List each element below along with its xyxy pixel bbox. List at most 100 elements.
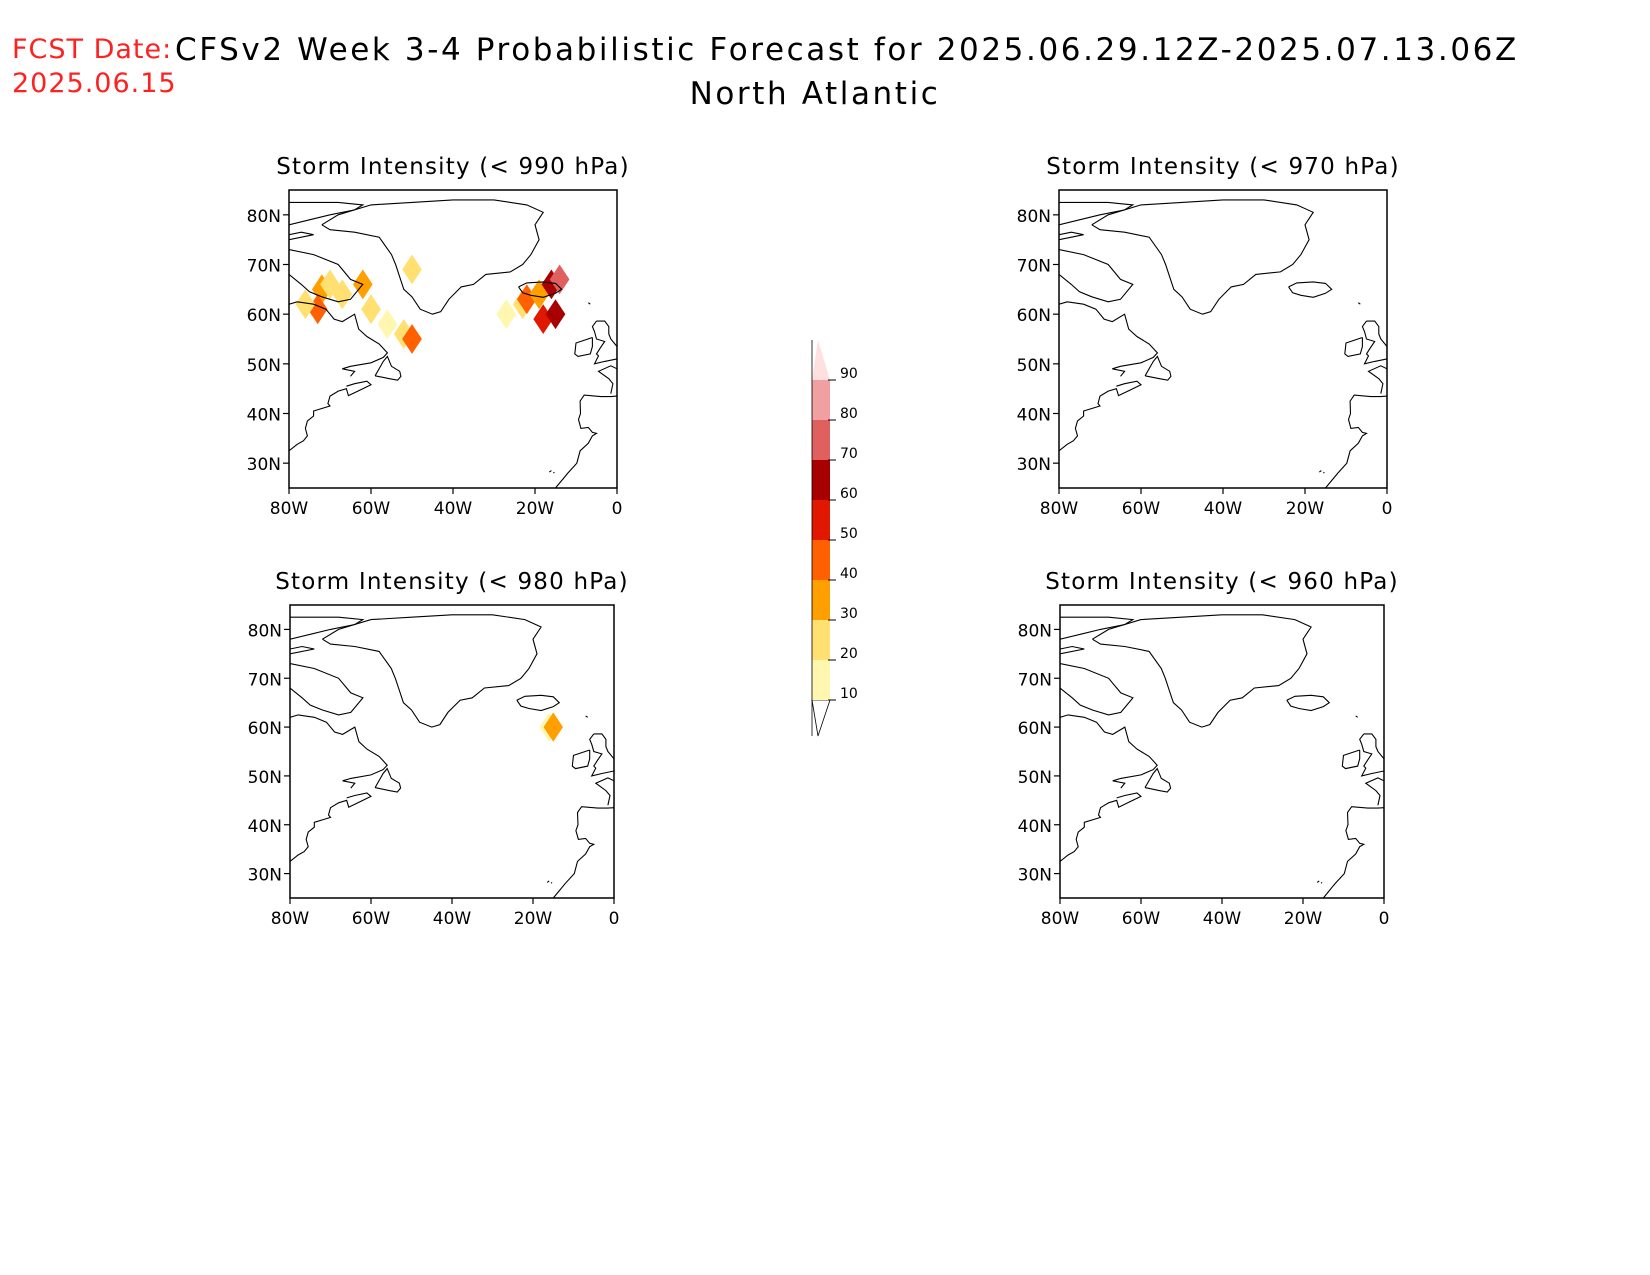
coastline	[290, 792, 373, 862]
coastline	[290, 616, 365, 640]
lon-tick-label: 80W	[270, 499, 309, 519]
coastline	[1059, 249, 1134, 303]
map-area	[290, 614, 614, 898]
coastline	[374, 355, 402, 381]
coastline	[546, 880, 550, 883]
coastline	[289, 380, 372, 452]
probability-cell	[543, 712, 563, 742]
page-title: CFSv2 Week 3-4 Probabilistic Forecast fo…	[175, 32, 1519, 68]
probability-cell	[361, 294, 381, 325]
lat-tick-label: 80N	[1018, 621, 1052, 641]
coastline	[516, 694, 561, 712]
colorbar-segment	[812, 460, 830, 500]
lat-tick-label: 70N	[1018, 670, 1052, 690]
lat-tick-label: 30N	[247, 455, 281, 475]
map-panel-p980: Storm Intensity (< 980 hPa) 80N 70N 60N 50N 4…	[248, 569, 629, 929]
lon-tick-label: 0	[1379, 909, 1390, 929]
probability-cell	[402, 324, 422, 354]
lon-tick-label: 40W	[433, 909, 472, 929]
panel-title: Storm Intensity (< 960 hPa)	[1045, 569, 1399, 595]
lat-tick-label: 30N	[248, 866, 282, 886]
colorbar-label: 40	[840, 566, 858, 582]
coastline	[589, 733, 614, 777]
panel-title: Storm Intensity (< 970 hPa)	[1046, 154, 1400, 180]
colorbar-segment	[812, 380, 830, 420]
lon-tick-label: 20W	[516, 499, 555, 519]
coastline	[587, 302, 591, 305]
lat-tick-label: 40N	[1018, 817, 1052, 837]
probability-cell	[295, 289, 316, 320]
lat-tick-label: 40N	[1017, 406, 1051, 426]
coastline	[1059, 231, 1084, 241]
probability-cell	[402, 254, 422, 285]
coastline	[1359, 733, 1384, 777]
map-area	[1059, 199, 1387, 488]
coastline	[1318, 470, 1322, 473]
fcst-date-value: 2025.06.15	[12, 68, 177, 99]
coastline	[1323, 471, 1325, 474]
coastline	[1059, 380, 1142, 452]
panel-title: Storm Intensity (< 980 hPa)	[275, 569, 629, 595]
lat-tick-label: 30N	[1017, 455, 1051, 475]
probability-cell	[545, 299, 566, 330]
probability-cell	[529, 279, 549, 310]
map-panel-p970: Storm Intensity (< 970 hPa) 80N 70N 60N 50N 4…	[1017, 154, 1400, 519]
lon-tick-label: 60W	[352, 909, 391, 929]
colorbar-label: 70	[840, 446, 858, 462]
coastline	[1361, 320, 1387, 365]
coastline	[1344, 336, 1363, 357]
lat-tick-label: 70N	[248, 670, 282, 690]
lat-tick-label: 50N	[1017, 356, 1051, 376]
lon-tick-label: 0	[1382, 499, 1393, 519]
coastline	[553, 471, 555, 474]
colorbar-lower-end	[811, 699, 831, 737]
coastline	[571, 749, 591, 770]
lat-tick-label: 60N	[1017, 306, 1051, 326]
lon-tick-label: 60W	[1122, 499, 1161, 519]
colorbar-label: 80	[840, 406, 858, 422]
lat-tick-label: 60N	[247, 306, 281, 326]
colorbar-segment	[812, 420, 830, 460]
lon-tick-label: 0	[609, 909, 620, 929]
coastline	[289, 249, 364, 303]
coastline	[1341, 749, 1361, 770]
colorbar-label: 30	[840, 606, 858, 622]
coastline	[1092, 614, 1312, 728]
lon-tick-label: 20W	[1284, 909, 1323, 929]
lat-tick-label: 30N	[1018, 866, 1052, 886]
coastline	[550, 882, 553, 884]
map-area	[1060, 614, 1384, 898]
coastline	[1144, 355, 1172, 381]
coastline	[1091, 199, 1315, 315]
coastline	[1355, 715, 1359, 718]
colorbar-segment	[812, 620, 830, 660]
coastline	[290, 645, 315, 655]
probability-cell	[516, 284, 537, 315]
colorbar-segment	[812, 540, 830, 580]
map-frame	[1059, 604, 1385, 899]
coastline	[1060, 645, 1085, 655]
lon-tick-label: 40W	[434, 499, 473, 519]
lat-tick-label: 80N	[1017, 207, 1051, 227]
coastline	[585, 715, 589, 718]
lon-tick-label: 20W	[1286, 499, 1325, 519]
region-title: North Atlantic	[689, 76, 941, 112]
lon-tick-label: 20W	[514, 909, 553, 929]
map-panels: Storm Intensity (< 990 hPa) 80N 70N 60N 50N 4…	[247, 154, 1400, 929]
coastline	[548, 470, 552, 473]
coastline	[1367, 365, 1387, 394]
coastline	[1286, 694, 1331, 712]
coastline	[1320, 882, 1323, 884]
coastline	[1288, 281, 1333, 298]
lat-tick-label: 70N	[1017, 257, 1051, 277]
lat-tick-label: 50N	[247, 356, 281, 376]
map-area	[289, 199, 617, 488]
map-frame	[1058, 189, 1388, 489]
lat-tick-label: 50N	[1018, 768, 1052, 788]
coastline	[1059, 201, 1135, 226]
probability-cell	[377, 309, 398, 339]
map-panel-p960: Storm Intensity (< 960 hPa) 80N 70N 60N 50N 4…	[1018, 569, 1399, 929]
coastline	[594, 777, 614, 806]
colorbar-segment	[812, 500, 830, 540]
